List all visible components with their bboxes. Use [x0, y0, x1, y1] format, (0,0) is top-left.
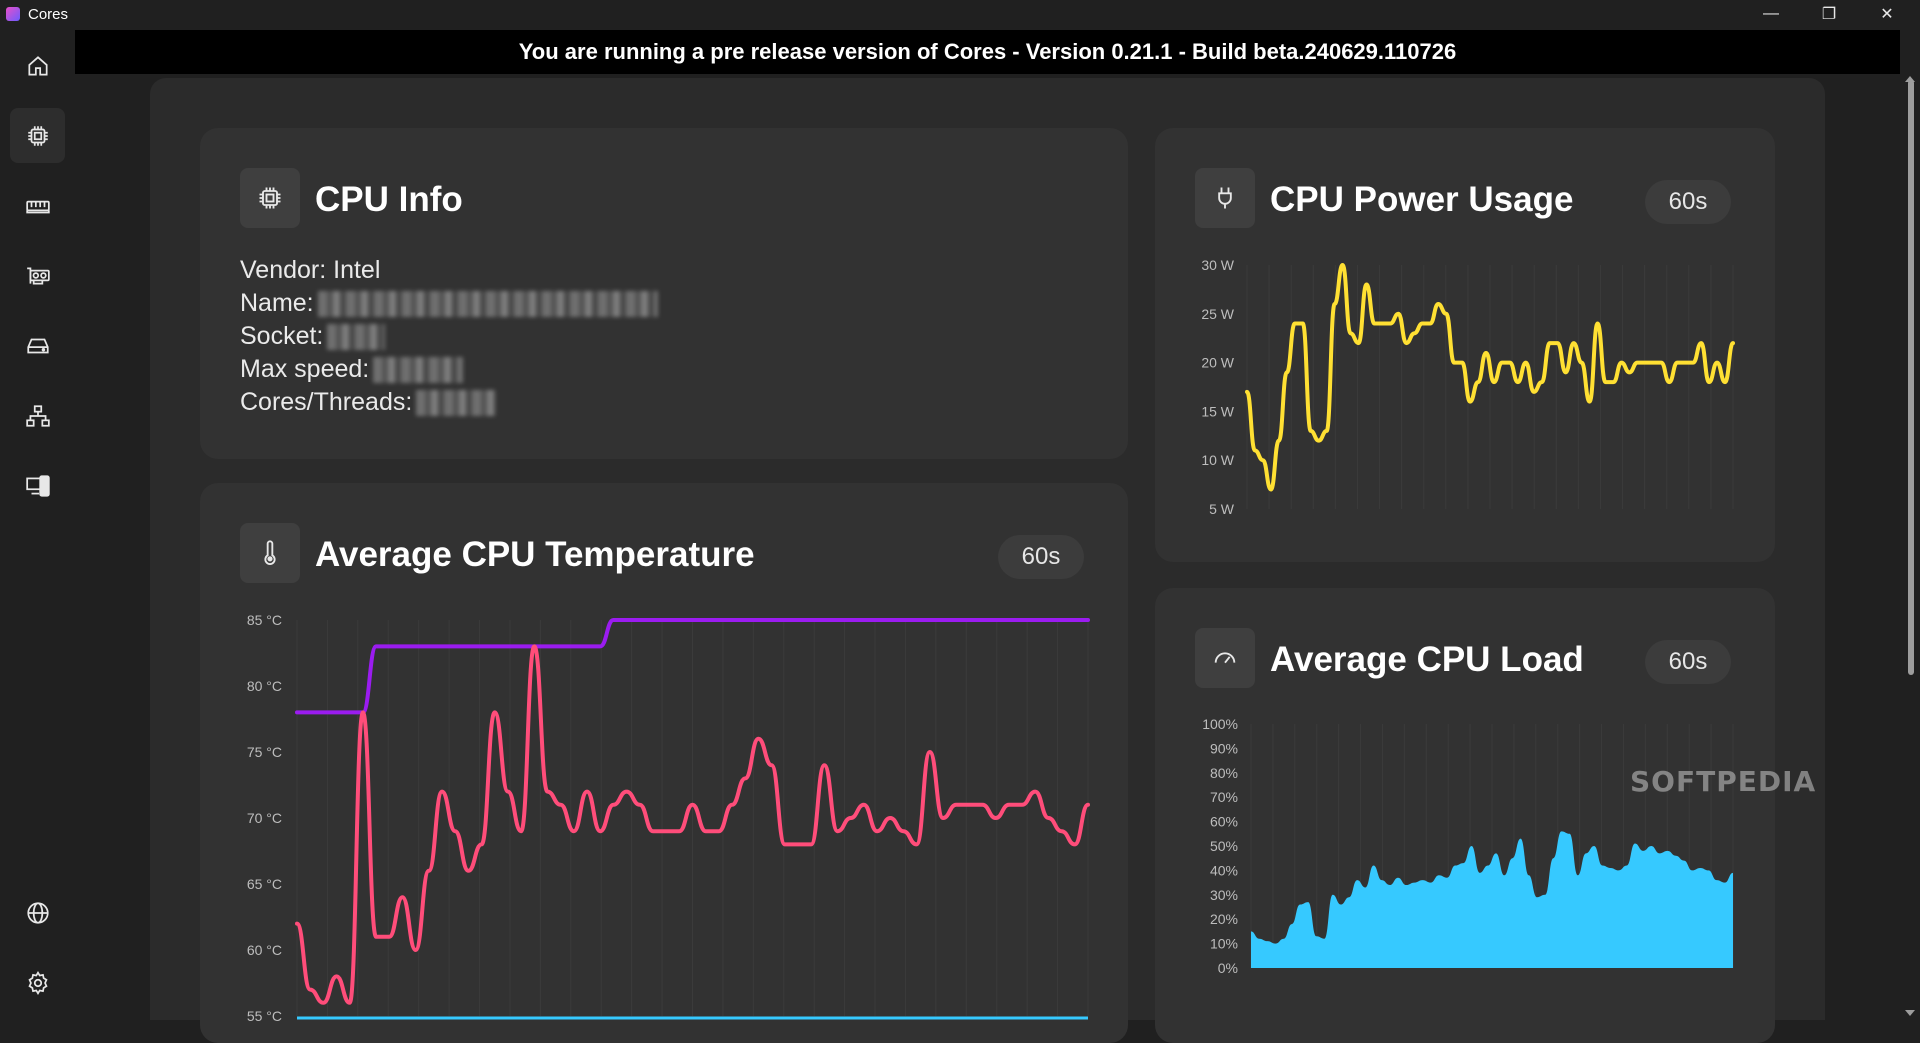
memory-icon: [25, 200, 50, 213]
power-y-tick-label: 30 W: [1201, 257, 1234, 273]
temperature-y-tick-label: 55 °C: [247, 1008, 282, 1024]
sidebar-item-gpu[interactable]: [10, 248, 65, 303]
load-title: Average CPU Load: [1270, 640, 1584, 679]
power-card: CPU Power Usage 60s: [1155, 128, 1775, 562]
gpu-icon: [26, 267, 50, 284]
scroll-down-arrow-icon[interactable]: [1905, 1010, 1915, 1016]
temperature-chart: 85 °C 80 °C 75 °C 70 °C 65 °C 60 °C 55 °C 30 W 2…: [247, 257, 1735, 1024]
load-y-tick-label: 20%: [1210, 911, 1238, 927]
temperature-card: Average CPU Temperature 60s: [200, 483, 1128, 1043]
load-y-tick-label: 70%: [1210, 789, 1238, 805]
load-y-tick-label: 40%: [1210, 862, 1238, 878]
load-y-tick-label: 50%: [1210, 838, 1238, 854]
thermometer-icon: [264, 540, 276, 565]
temperature-title: Average CPU Temperature: [315, 535, 755, 574]
redacted-value: [373, 356, 464, 383]
close-button[interactable]: ✕: [1880, 6, 1894, 23]
power-title: CPU Power Usage: [1270, 180, 1574, 219]
temperature-series-line-1: [295, 644, 1090, 1005]
devices-icon: [25, 474, 50, 497]
scrollbar-thumb[interactable]: [1908, 80, 1914, 675]
sidebar-item-storage[interactable]: [10, 318, 65, 373]
window-title: Cores: [28, 5, 69, 23]
cpu-name: Name:: [240, 289, 658, 318]
cpu-name-label: Name:: [240, 289, 314, 317]
main-content: CPU Info Vendor: Intel Name: Socket: Max…: [150, 78, 1825, 1043]
power-y-tick-label: 25 W: [1201, 306, 1234, 322]
temperature-y-tick-label: 75 °C: [247, 744, 282, 760]
sidebar-item-home[interactable]: [10, 38, 65, 93]
minimize-button[interactable]: —: [1763, 5, 1779, 22]
load-series-area: [1251, 831, 1733, 968]
sidebar-item-cpu[interactable]: [10, 108, 65, 163]
plug-icon: [1218, 187, 1232, 209]
redacted-value: [327, 323, 386, 350]
temperature-y-tick-label: 85 °C: [247, 612, 282, 628]
temperature-y-tick-label: 60 °C: [247, 942, 282, 958]
cpu-max-speed-label: Max speed:: [240, 355, 370, 383]
power-y-tick-label: 10 W: [1201, 452, 1234, 468]
cpu-socket-label: Socket:: [240, 322, 324, 350]
cpu-cores-label: Cores/Threads:: [240, 388, 413, 416]
power-period-button[interactable]: 60s: [1645, 180, 1731, 224]
app-logo-icon: [6, 7, 20, 21]
temperature-period-button[interactable]: 60s: [998, 535, 1084, 579]
cpu-cores-threads: Cores/Threads:: [240, 388, 497, 417]
temperature-icon-box: [240, 523, 300, 583]
sidebar-item-web[interactable]: [10, 885, 65, 940]
sidebar-item-settings[interactable]: [10, 955, 65, 1010]
temperature-y-tick-label: 70 °C: [247, 810, 282, 826]
scroll-up-arrow-icon[interactable]: [1905, 76, 1915, 82]
temperature-y-tick-label: 65 °C: [247, 876, 282, 892]
power-icon-box: [1195, 168, 1255, 228]
load-y-tick-label: 100%: [1202, 716, 1238, 732]
drive-icon: [26, 338, 49, 353]
load-y-tick-label: 0%: [1218, 960, 1238, 976]
power-y-tick-label: 20 W: [1201, 355, 1234, 371]
load-y-tick-label: 30%: [1210, 887, 1238, 903]
prerelease-banner: You are running a pre release version of…: [75, 30, 1900, 74]
sidebar-item-memory[interactable]: [10, 178, 65, 233]
redacted-value: [317, 290, 658, 317]
power-y-tick-label: 5 W: [1209, 501, 1235, 517]
cpu-info-title: CPU Info: [315, 180, 463, 219]
cpu-info-icon-box: [240, 168, 300, 228]
cpu-max-speed: Max speed:: [240, 355, 464, 384]
power-series-line-0: [1245, 263, 1735, 492]
cpu-vendor-text: Vendor: Intel: [240, 256, 381, 284]
network-icon: [25, 404, 50, 427]
cpu-icon: [259, 187, 281, 209]
cpu-vendor: Vendor: Intel: [240, 256, 380, 285]
cpu-info-card: CPU Info Vendor: Intel Name: Socket: Max…: [200, 128, 1128, 459]
scrollbar[interactable]: [1900, 74, 1920, 1020]
sidebar: [0, 28, 75, 1020]
load-y-tick-label: 10%: [1210, 936, 1238, 952]
globe-icon: [26, 901, 49, 924]
gear-icon: [27, 970, 48, 995]
power-y-tick-label: 15 W: [1201, 403, 1234, 419]
load-y-tick-label: 90%: [1210, 740, 1238, 756]
load-icon-box: [1195, 628, 1255, 688]
maximize-button[interactable]: ❐: [1821, 6, 1837, 23]
redacted-value: [416, 389, 497, 416]
load-y-tick-label: 60%: [1210, 814, 1238, 830]
gauge-icon: [1214, 652, 1236, 664]
title-bar: Cores — ❐ ✕: [0, 0, 1920, 28]
cpu-socket: Socket:: [240, 322, 386, 351]
temperature-series-line-0: [295, 618, 1090, 715]
sidebar-item-network[interactable]: [10, 388, 65, 443]
load-period-button[interactable]: 60s: [1645, 640, 1731, 684]
temperature-y-tick-label: 80 °C: [247, 678, 282, 694]
sidebar-item-devices[interactable]: [10, 458, 65, 513]
cpu-icon: [27, 125, 48, 146]
load-y-tick-label: 80%: [1210, 765, 1238, 781]
home-icon: [27, 55, 48, 76]
softpedia-watermark: SOFTPEDIA: [1630, 765, 1817, 798]
